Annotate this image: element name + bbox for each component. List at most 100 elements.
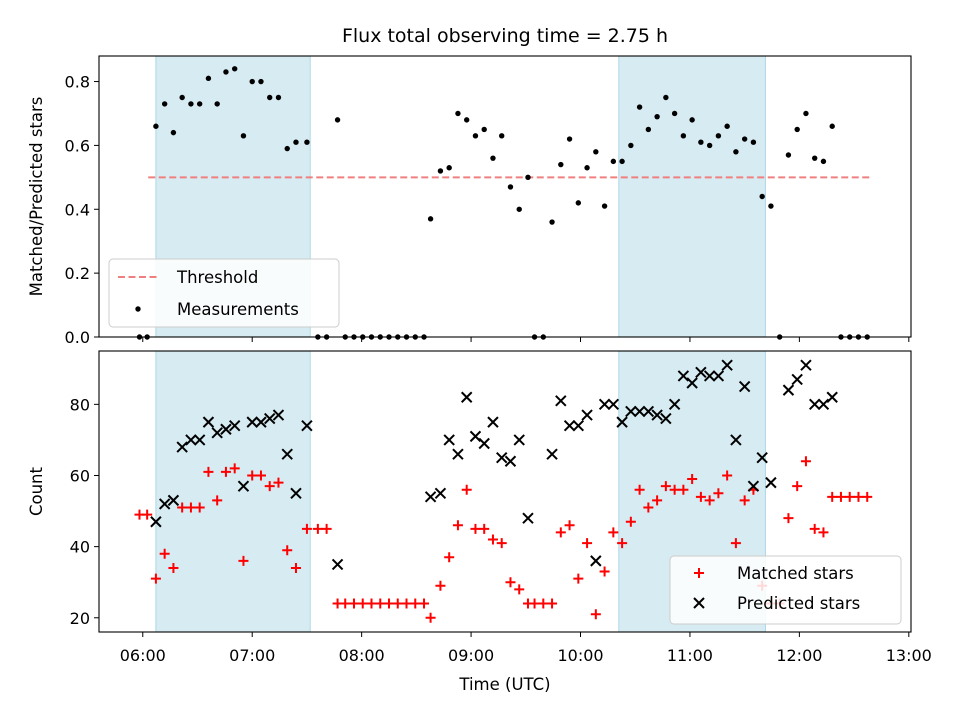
- measurement-point: [671, 110, 678, 117]
- count-plot-frame: [98, 350, 912, 633]
- predicted-star-point: [228, 419, 241, 432]
- matched-star-point: [410, 598, 421, 609]
- predicted-star-point: [791, 373, 803, 386]
- measurement-point: [724, 123, 730, 129]
- measurement-point: [437, 168, 444, 174]
- matched-star-point: [444, 552, 455, 563]
- measurement-point: [507, 184, 514, 190]
- matched-star-point: [582, 538, 593, 549]
- matched-star-point: [853, 491, 864, 502]
- predicted-star-point: [721, 359, 733, 371]
- matched-star-point: [643, 502, 654, 513]
- x-tick-label: 08:00: [339, 646, 385, 665]
- measurement-point: [427, 216, 434, 222]
- matched-star-point: [590, 609, 601, 620]
- ratio-panel: 0.00.20.40.60.8 Matched/Predicted stars …: [27, 55, 912, 347]
- predicted-star-point: [301, 419, 313, 432]
- measurement-point: [733, 149, 739, 155]
- predicted-star-point: [193, 434, 206, 446]
- x-tick-label: 06:00: [120, 646, 166, 665]
- matched-star-point: [220, 466, 231, 477]
- count-legend: Matched stars Predicted stars: [669, 555, 902, 625]
- y-tick-label: 0.8: [65, 73, 90, 92]
- chart-title: Flux total observing time = 2.75 h: [342, 25, 668, 47]
- measurement-point: [794, 126, 800, 133]
- measurement-point: [768, 203, 774, 209]
- predicted-star-point: [808, 398, 821, 411]
- predicted-star-point: [782, 384, 795, 396]
- predicted-star-point: [434, 487, 447, 499]
- observing-intervals: [155, 350, 766, 633]
- measurement-point: [446, 165, 452, 171]
- measurement-point: [575, 200, 582, 206]
- predicted-star-point: [246, 416, 258, 428]
- matched-star-point: [695, 491, 706, 502]
- measurement-point: [558, 161, 564, 168]
- matched-star-point: [538, 598, 549, 609]
- matched-star-point: [573, 573, 584, 584]
- matched-star-point: [625, 516, 636, 527]
- measurement-point: [490, 155, 496, 161]
- measurement-point: [170, 129, 177, 136]
- measurement-point: [284, 145, 290, 152]
- matched-star-point: [660, 481, 671, 492]
- ratio-legend: Threshold Measurements: [108, 258, 340, 328]
- measurement-point: [759, 193, 765, 200]
- measurement-point: [258, 78, 264, 85]
- measurement-point: [481, 126, 487, 133]
- measurement-point: [566, 136, 573, 142]
- predicted-star-point: [826, 391, 838, 403]
- predicted-star-point: [756, 452, 768, 464]
- matched-star-point: [722, 470, 733, 481]
- predicted-star-point: [765, 476, 777, 489]
- measurement-point: [205, 75, 212, 82]
- predicted-star-point: [660, 412, 672, 425]
- matched-star-point: [401, 598, 412, 609]
- matched-star-point: [321, 523, 332, 534]
- predicted-star-point: [546, 448, 558, 460]
- predicted-star-point: [800, 359, 812, 371]
- matched-star-point: [496, 538, 507, 549]
- matched-star-point: [827, 491, 838, 502]
- matched-star-point: [514, 584, 525, 595]
- legend-box: [108, 258, 340, 328]
- measurement-point: [645, 126, 652, 133]
- measurement-point: [275, 94, 282, 101]
- matched-star-point: [357, 598, 368, 609]
- predicted-star-point: [158, 498, 171, 510]
- matched-star-point: [185, 502, 196, 513]
- predicted-star-point: [730, 434, 742, 446]
- predicted-star-point: [469, 430, 482, 443]
- legend-measurement-swatch: [135, 306, 141, 312]
- measurement-point: [636, 104, 643, 110]
- predicted-star-point: [504, 455, 517, 467]
- y-tick-label: 0.2: [65, 264, 90, 283]
- matched-star-point: [435, 580, 446, 591]
- predicted-star-point: [220, 423, 232, 435]
- y-tick-label: 0.0: [65, 328, 90, 347]
- measurement-point: [334, 117, 341, 123]
- predicted-star-point: [642, 405, 655, 418]
- matched-star-point: [529, 598, 540, 609]
- measurement-point: [499, 133, 505, 139]
- matched-star-point: [203, 466, 214, 477]
- matched-star-point: [159, 548, 170, 559]
- measurement-point: [619, 158, 625, 165]
- matched-star-point: [366, 598, 377, 609]
- matched-star-point: [800, 456, 811, 467]
- measurement-point: [196, 101, 203, 107]
- matched-star-point: [150, 573, 161, 584]
- legend-predicted-label: Predicted stars: [737, 594, 860, 613]
- measurement-point: [741, 136, 748, 142]
- matched-star-point: [479, 523, 490, 534]
- measurement-point: [455, 110, 461, 117]
- predicted-star-point: [290, 487, 302, 499]
- matched-star-point: [273, 477, 284, 488]
- measurement-point: [223, 69, 229, 75]
- matched-star-point: [452, 520, 463, 531]
- y-tick-label: 0.6: [65, 136, 90, 155]
- matched-star-point: [739, 495, 750, 506]
- predicted-star-point: [616, 416, 628, 428]
- matched-star-point: [142, 509, 153, 520]
- predicted-star-point: [677, 370, 690, 382]
